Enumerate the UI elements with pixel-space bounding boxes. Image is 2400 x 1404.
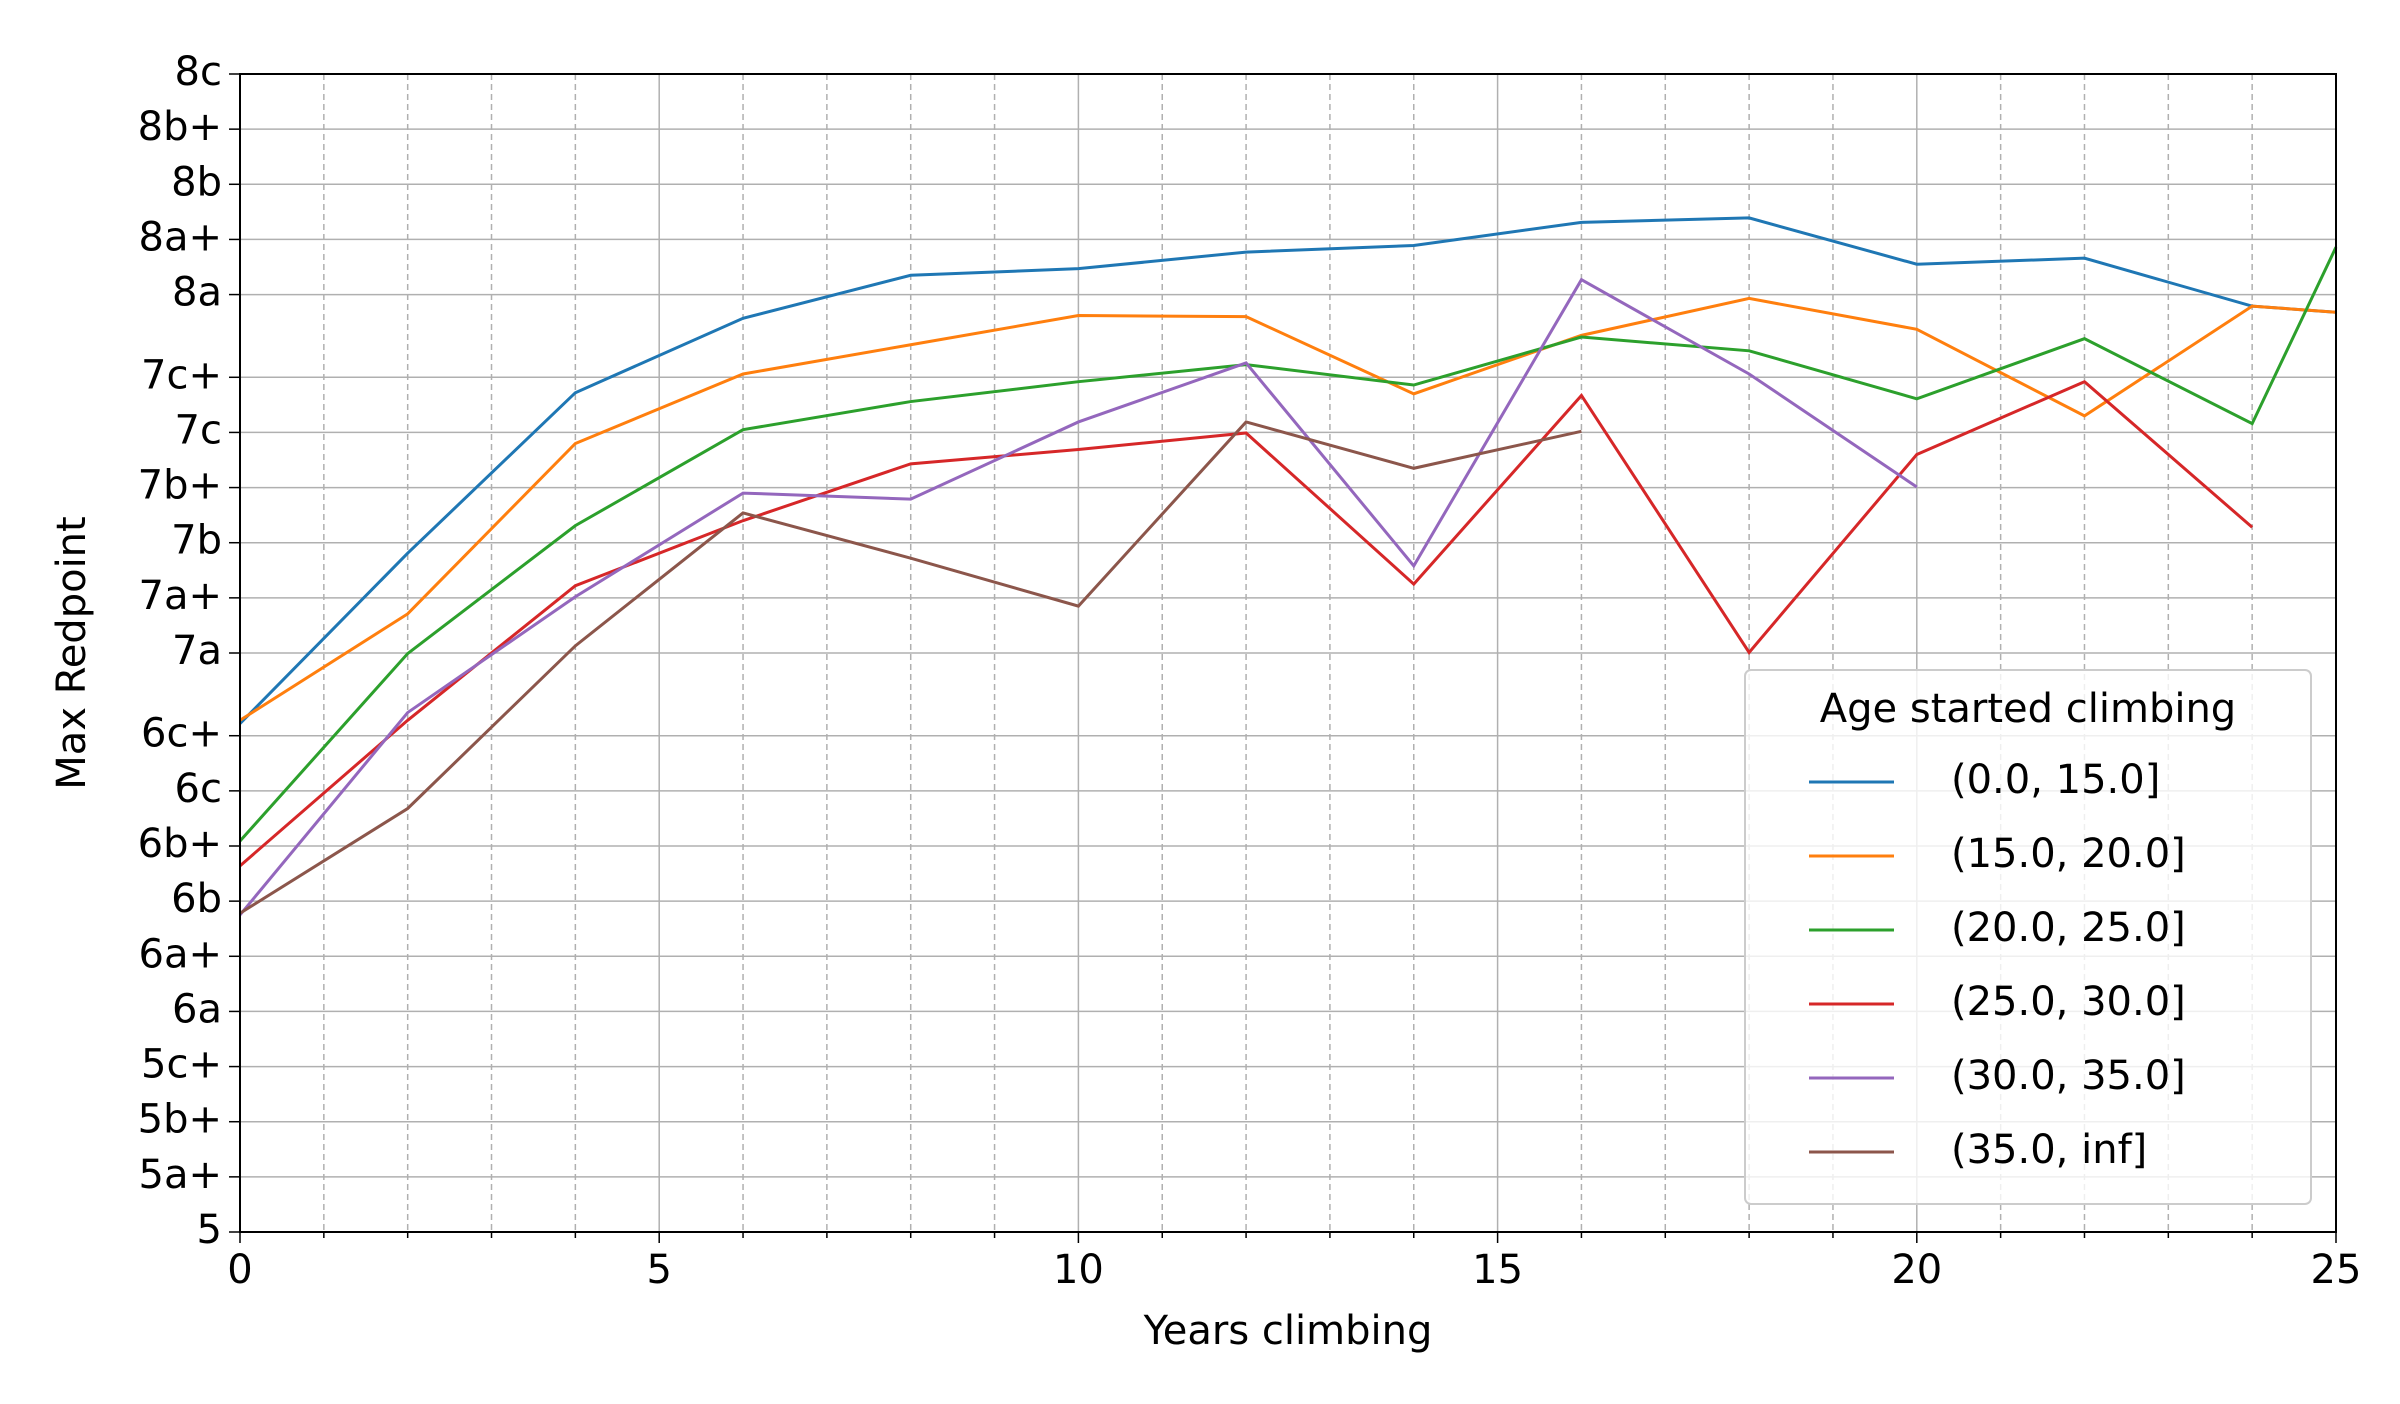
y-tick-label: 8b xyxy=(171,159,222,205)
x-tick-label: 5 xyxy=(646,1247,671,1293)
y-tick-label: 6c xyxy=(175,766,222,812)
legend-label: (15.0, 20.0] xyxy=(1951,831,2186,877)
legend-label: (35.0, inf] xyxy=(1951,1127,2147,1173)
y-tick-label: 5b+ xyxy=(138,1097,222,1143)
y-tick-label: 6c+ xyxy=(141,711,222,757)
y-tick-label: 6a xyxy=(172,986,222,1032)
y-tick-label: 7b xyxy=(171,518,222,564)
x-tick-label: 10 xyxy=(1053,1247,1104,1293)
line-series xyxy=(239,379,2254,867)
x-tick-label: 15 xyxy=(1472,1247,1523,1293)
y-tick-label: 7c xyxy=(175,407,222,453)
legend-label: (30.0, 35.0] xyxy=(1951,1053,2186,1099)
y-tick-label: 6a+ xyxy=(139,931,222,977)
x-tick-label: 20 xyxy=(1891,1247,1942,1293)
line-series xyxy=(239,296,2337,722)
y-tick-label: 7a+ xyxy=(139,573,222,619)
y-tick-label: 8a+ xyxy=(139,214,222,260)
y-tick-label: 7a xyxy=(172,628,222,674)
y-tick-label: 7b+ xyxy=(138,463,222,509)
y-tick-label: 6b xyxy=(171,876,222,922)
x-tick-label: 25 xyxy=(2311,1247,2362,1293)
x-axis-label: Years climbing xyxy=(1143,1308,1433,1354)
y-tick-label: 7c+ xyxy=(141,352,222,398)
y-axis-label: Max Redpoint xyxy=(49,516,95,789)
legend-label: (25.0, 30.0] xyxy=(1951,979,2186,1025)
y-tick-label: 8b+ xyxy=(138,104,222,150)
line-series xyxy=(239,420,1582,915)
y-tick-label: 8a xyxy=(172,270,222,316)
legend-label: (20.0, 25.0] xyxy=(1951,905,2186,951)
x-tick-label: 0 xyxy=(227,1247,252,1293)
y-tick-label: 5a+ xyxy=(139,1152,222,1198)
line-series xyxy=(238,277,1918,916)
y-tick-label: 8c xyxy=(175,49,222,95)
legend-title: Age started climbing xyxy=(1820,686,2236,732)
y-tick-label: 5c+ xyxy=(141,1042,222,1088)
plot-frame xyxy=(239,73,2337,1233)
line-series xyxy=(238,246,2338,843)
legend-box xyxy=(1744,669,2312,1205)
line-series xyxy=(238,216,2337,725)
y-tick-label: 5 xyxy=(197,1207,222,1253)
y-tick-label: 6b+ xyxy=(138,821,222,867)
legend-label: (0.0, 15.0] xyxy=(1951,757,2160,803)
